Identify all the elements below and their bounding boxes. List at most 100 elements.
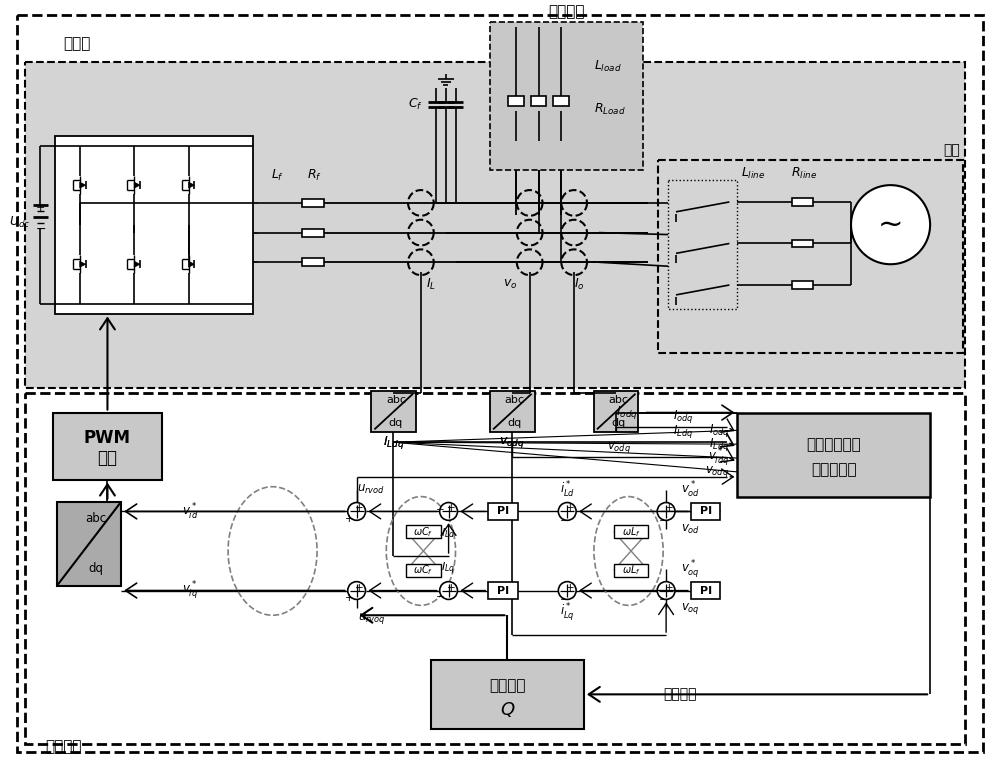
Text: $I_{odq}$: $I_{odq}$	[673, 409, 693, 425]
Bar	[371, 391, 416, 432]
Text: $-$: $-$	[35, 222, 46, 235]
Text: $I_{Ldq}$: $I_{Ldq}$	[383, 434, 404, 451]
Text: $v_{iq}^*$: $v_{iq}^*$	[182, 579, 198, 601]
Text: $R_{Load}$: $R_{Load}$	[594, 101, 626, 116]
Text: $\omega L_f$: $\omega L_f$	[622, 525, 640, 539]
Bar	[302, 199, 324, 207]
Text: $I_{Ldq}$: $I_{Ldq}$	[383, 434, 404, 451]
Text: dq: dq	[389, 419, 403, 428]
Bar	[658, 161, 963, 353]
Text: $I_{Ldq}$: $I_{Ldq}$	[709, 436, 729, 453]
Bar	[431, 660, 584, 729]
Bar	[488, 581, 518, 600]
Text: abc: abc	[85, 512, 106, 525]
Text: 主电路: 主电路	[63, 37, 90, 52]
Text: $R_{line}$: $R_{line}$	[791, 166, 818, 181]
Text: dq: dq	[88, 562, 103, 575]
Text: $v_{oq}^*$: $v_{oq}^*$	[681, 558, 700, 580]
Bar	[302, 228, 324, 237]
Bar	[406, 564, 441, 577]
Text: $I_{odq}$: $I_{odq}$	[709, 422, 729, 439]
Text: $-$: $-$	[559, 514, 569, 524]
Text: $v_{odq}$: $v_{odq}$	[607, 440, 631, 455]
Bar	[302, 258, 324, 266]
Text: abc: abc	[386, 395, 406, 405]
Text: 残差信号: 残差信号	[663, 687, 697, 702]
Bar	[25, 393, 965, 743]
Text: abc: abc	[505, 395, 525, 405]
Bar	[594, 391, 638, 432]
Text: $i_{Ld}^*$: $i_{Ld}^*$	[560, 479, 575, 500]
Text: $u_{rvoq}$: $u_{rvoq}$	[358, 611, 385, 626]
Text: ~: ~	[878, 210, 903, 239]
Text: +: +	[355, 504, 364, 514]
Bar	[406, 525, 441, 538]
Bar	[25, 62, 965, 388]
Text: $\omega C_f$: $\omega C_f$	[413, 563, 433, 577]
Bar	[553, 96, 569, 106]
Text: +: +	[665, 583, 673, 593]
Text: $v_{id}^*$: $v_{id}^*$	[182, 501, 198, 521]
Polygon shape	[189, 261, 194, 267]
Text: $v_{odq}$: $v_{odq}$	[705, 464, 729, 479]
Text: $v_{odq}$: $v_{odq}$	[499, 435, 525, 450]
Text: $v_{idq}^*$: $v_{idq}^*$	[708, 447, 729, 469]
Text: $-$: $-$	[435, 504, 444, 514]
Text: $\omega L_f$: $\omega L_f$	[622, 563, 640, 577]
Polygon shape	[80, 261, 86, 267]
Text: $-$: $-$	[658, 594, 668, 603]
Text: $U_{dc}$: $U_{dc}$	[9, 215, 30, 231]
Text: abc: abc	[608, 395, 628, 405]
Text: 控制部分: 控制部分	[45, 739, 82, 753]
Text: $i_{Lq}^*$: $i_{Lq}^*$	[560, 601, 575, 623]
Polygon shape	[189, 182, 194, 188]
Text: +: +	[566, 504, 575, 514]
Circle shape	[558, 581, 576, 600]
Text: $L_f$: $L_f$	[271, 167, 284, 183]
Circle shape	[851, 185, 930, 264]
Polygon shape	[134, 182, 140, 188]
Bar	[668, 180, 737, 309]
Text: 基于观测器的: 基于观测器的	[806, 437, 861, 452]
Text: $v_{od}^*$: $v_{od}^*$	[681, 479, 700, 500]
Text: 本地负荷: 本地负荷	[548, 4, 585, 19]
Text: $I_{odq}$: $I_{odq}$	[616, 404, 638, 421]
Circle shape	[657, 581, 675, 600]
Text: $L_{load}$: $L_{load}$	[594, 59, 622, 74]
Text: $I_L$: $I_L$	[426, 276, 436, 291]
Bar	[614, 525, 648, 538]
Text: $v_{oq}$: $v_{oq}$	[681, 601, 700, 616]
Text: $v_{od}$: $v_{od}$	[681, 523, 700, 536]
Bar	[53, 412, 162, 479]
Bar	[614, 564, 648, 577]
Bar	[55, 135, 253, 314]
Text: PI: PI	[497, 585, 509, 596]
Text: $C_f$: $C_f$	[408, 97, 423, 112]
Text: 残差生成器: 残差生成器	[811, 462, 857, 477]
Bar	[792, 240, 813, 247]
Text: $\omega C_f$: $\omega C_f$	[413, 525, 433, 539]
Text: +: +	[355, 583, 364, 593]
Text: $I_o$: $I_o$	[574, 276, 584, 291]
Text: PI: PI	[700, 585, 712, 596]
Bar	[737, 412, 930, 497]
Bar	[508, 96, 524, 106]
Circle shape	[440, 502, 457, 521]
Text: $-$: $-$	[658, 514, 668, 524]
Text: +: +	[447, 583, 456, 593]
Text: $-$: $-$	[435, 591, 444, 600]
Text: +: +	[665, 504, 673, 514]
Bar	[57, 501, 121, 585]
Text: 参数矩阵: 参数矩阵	[489, 679, 526, 693]
Text: PI: PI	[497, 506, 509, 517]
Text: PI: PI	[700, 506, 712, 517]
Circle shape	[348, 581, 366, 600]
Bar	[691, 502, 720, 521]
Text: 调制: 调制	[97, 449, 117, 467]
Text: $v_{odq}$: $v_{odq}$	[499, 435, 525, 450]
Text: +: +	[345, 514, 354, 524]
Text: +: +	[36, 203, 45, 213]
Text: $I_{Ldq}$: $I_{Ldq}$	[673, 423, 693, 440]
Text: 电网: 电网	[943, 143, 960, 158]
Bar	[531, 96, 546, 106]
